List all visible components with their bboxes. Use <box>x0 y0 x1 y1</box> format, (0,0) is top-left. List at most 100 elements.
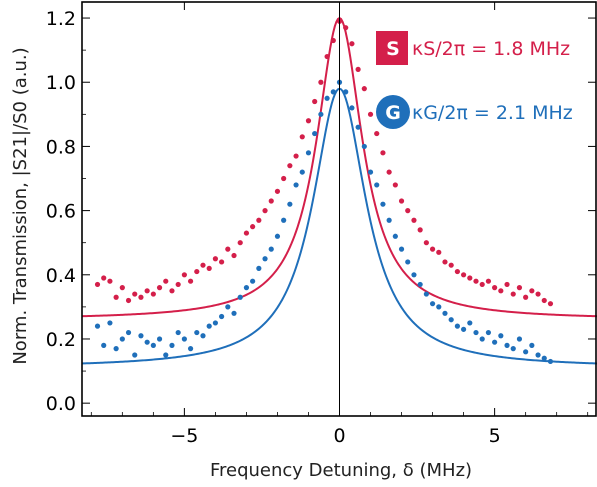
data-point-g <box>231 310 237 316</box>
data-point-g <box>237 294 243 300</box>
data-point-g <box>256 265 262 271</box>
data-point-g <box>541 355 547 361</box>
data-point-g <box>460 326 467 332</box>
data-point-s <box>150 291 156 297</box>
data-point-s <box>429 246 436 252</box>
data-point-s <box>330 37 336 44</box>
data-point-g <box>510 346 516 352</box>
data-point-s <box>212 256 219 262</box>
data-point-s <box>492 285 498 291</box>
data-point-s <box>256 217 262 223</box>
data-point-s <box>380 150 386 156</box>
y-tick-label: 0.8 <box>46 136 76 158</box>
data-point-s <box>324 53 330 60</box>
data-point-g <box>181 336 187 342</box>
data-point-g <box>113 346 119 352</box>
data-point-g <box>386 217 392 223</box>
data-point-s <box>206 265 212 271</box>
data-point-g <box>392 233 398 239</box>
data-point-g <box>442 310 448 316</box>
data-point-g <box>374 182 380 188</box>
data-point-s <box>417 227 423 233</box>
data-point-g <box>355 124 361 130</box>
data-point-g <box>274 233 281 239</box>
data-point-g <box>262 256 268 262</box>
y-tick-label: 0.2 <box>46 329 76 351</box>
data-point-g <box>175 329 181 336</box>
data-point-g <box>467 320 473 326</box>
data-point-g <box>293 182 299 188</box>
data-point-s <box>312 98 318 105</box>
y-tick-label: 1.2 <box>46 8 76 30</box>
data-point-s <box>181 272 187 278</box>
data-point-g <box>529 342 535 348</box>
legend-badge-label: G <box>385 102 401 124</box>
data-point-s <box>454 268 460 275</box>
data-point-s <box>268 198 274 204</box>
data-point-g <box>312 130 318 137</box>
data-point-g <box>523 349 529 355</box>
data-point-g <box>138 333 144 339</box>
data-point-g <box>243 285 250 291</box>
y-tick-label: 0.4 <box>46 265 76 287</box>
data-point-g <box>361 143 367 150</box>
y-axis-title: Norm. Transmission, |S21|/S0 (a.u.) <box>10 47 31 364</box>
data-point-s <box>411 217 417 223</box>
data-point-s <box>448 262 454 268</box>
data-point-g <box>150 342 156 348</box>
data-point-s <box>436 249 442 255</box>
data-point-g <box>330 89 336 95</box>
data-point-s <box>541 297 547 304</box>
y-tick-label: 0.0 <box>46 393 76 415</box>
data-point-s <box>156 285 163 291</box>
data-point-g <box>250 278 256 284</box>
data-point-s <box>305 118 312 124</box>
x-tick-label: 5 <box>489 425 501 447</box>
data-point-s <box>250 224 256 230</box>
data-point-s <box>423 240 429 246</box>
legend-badge-label: S <box>386 38 400 60</box>
legend-badge-s <box>376 31 408 65</box>
data-point-s <box>274 188 281 194</box>
data-point-s <box>287 163 293 169</box>
data-point-g <box>94 323 101 329</box>
data-point-g <box>163 352 169 358</box>
data-point-s <box>485 278 492 284</box>
data-point-s <box>262 208 268 214</box>
data-point-s <box>132 291 138 297</box>
x-tick-label: −5 <box>170 425 198 447</box>
data-point-g <box>498 333 504 339</box>
x-axis-title: Frequency Detuning, δ (MHz) <box>210 460 472 481</box>
data-point-s <box>138 294 144 300</box>
data-point-g <box>287 201 293 207</box>
data-point-g <box>219 313 225 320</box>
data-point-s <box>94 281 101 288</box>
y-axis-ticks: 0.0 0.2 0.4 0.6 0.8 1.0 1.2 <box>46 8 596 415</box>
data-point-g <box>187 346 194 352</box>
data-point-g <box>119 336 125 342</box>
data-point-s <box>187 278 194 284</box>
data-point-s <box>169 288 175 294</box>
data-point-s <box>547 301 554 307</box>
data-point-g <box>380 201 386 207</box>
y-tick-label: 1.0 <box>46 72 76 94</box>
legend-label: κS/2π = 1.8 MHz <box>412 38 570 60</box>
data-point-s <box>194 268 200 275</box>
data-point-g <box>535 352 541 358</box>
data-point-g <box>169 342 175 348</box>
data-point-s <box>219 259 225 265</box>
data-point-s <box>510 291 516 297</box>
data-point-g <box>448 317 454 323</box>
data-points <box>94 18 554 365</box>
data-point-g <box>492 339 498 345</box>
data-point-s <box>231 252 237 259</box>
data-point-s <box>243 230 250 236</box>
data-point-s <box>349 41 355 47</box>
data-point-g <box>454 323 460 329</box>
data-point-g <box>212 320 219 326</box>
data-point-s <box>125 297 132 304</box>
data-point-s <box>355 66 361 72</box>
data-point-s <box>460 272 467 278</box>
data-point-g <box>367 169 374 175</box>
